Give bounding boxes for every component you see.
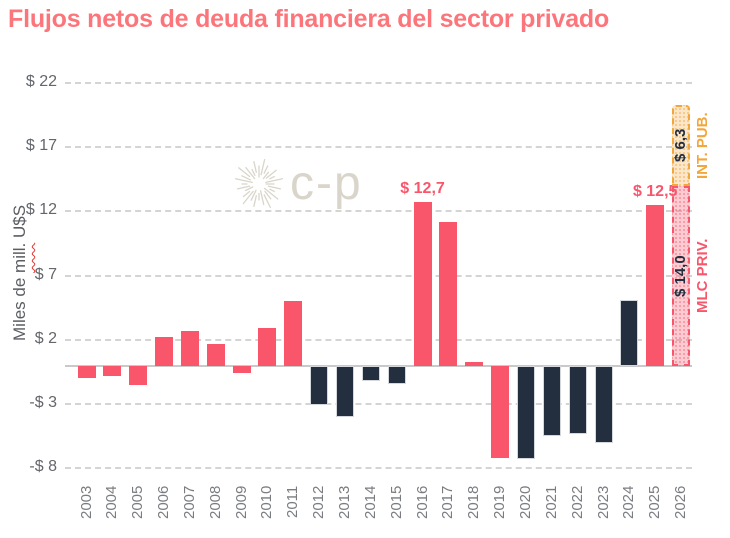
- bar-2007: [180, 330, 199, 366]
- bar-2005: [129, 365, 148, 385]
- y-tick-label-22: $ 22: [25, 72, 57, 90]
- bar-2012: [310, 365, 329, 406]
- watermark: c-p: [228, 153, 363, 215]
- bar-2026-segment-int-pub: [672, 104, 691, 186]
- bar-2026-value-int-pub: $ 6,3: [672, 128, 690, 162]
- x-tick-label-2011: 2011: [284, 485, 302, 519]
- bar-2026-series-label-int-pub: INT. PUB.: [694, 111, 712, 179]
- gridline--3: [65, 403, 692, 406]
- gridline-17: [65, 145, 692, 148]
- x-tick-label-2005: 2005: [129, 485, 147, 519]
- x-tick-label-2006: 2006: [155, 485, 173, 519]
- x-tick-label-2004: 2004: [103, 485, 121, 519]
- chart-title: Flujos netos de deuda financiera del sec…: [8, 5, 610, 33]
- bar-2015: [387, 365, 406, 384]
- bar-2022: [568, 365, 587, 434]
- bar-2009: [232, 365, 251, 374]
- bar-2017: [439, 221, 458, 366]
- bar-2008: [206, 343, 225, 366]
- bar-2016: [413, 202, 432, 366]
- gridline-22: [65, 81, 692, 84]
- y-tick-label-7: $ 7: [34, 265, 57, 283]
- bar-2020: [516, 365, 535, 460]
- x-tick-label-2014: 2014: [361, 485, 379, 519]
- bar-2011: [284, 301, 303, 366]
- x-tick-label-2022: 2022: [568, 485, 586, 519]
- gridline-12: [65, 210, 692, 213]
- x-tick-label-2007: 2007: [180, 485, 198, 519]
- bar-value-label-2025: $ 12,5: [632, 182, 678, 200]
- x-tick-label-2013: 2013: [336, 485, 353, 519]
- bar-2013: [336, 365, 354, 418]
- x-tick-label-2023: 2023: [594, 485, 612, 519]
- x-tick-label-2003: 2003: [77, 485, 95, 519]
- bar-2010: [258, 328, 277, 366]
- x-tick-label-2016: 2016: [413, 485, 431, 519]
- x-tick-label-2024: 2024: [620, 485, 638, 519]
- y-tick-label--3: -$ 3: [29, 394, 57, 412]
- bar-2026-value-mlc-priv: $ 14,0: [672, 254, 690, 297]
- bar-2004: [103, 365, 122, 376]
- bar-2024: [620, 300, 639, 366]
- bar-2025: [646, 204, 665, 366]
- bar-2014: [361, 365, 380, 382]
- x-tick-label-2009: 2009: [232, 485, 250, 519]
- bar-2026-segment-mlc-priv: [672, 185, 691, 366]
- y-tick-label-2: $ 2: [34, 329, 57, 347]
- bar-2003: [77, 365, 96, 379]
- x-tick-label-2017: 2017: [439, 485, 457, 519]
- bar-2018: [465, 361, 484, 366]
- y-tick-label-17: $ 17: [25, 136, 57, 154]
- x-tick-label-2019: 2019: [491, 485, 509, 519]
- x-tick-label-2008: 2008: [206, 485, 224, 519]
- x-tick-label-2025: 2025: [646, 485, 664, 519]
- x-tick-label-2021: 2021: [542, 485, 560, 519]
- gridline--8: [65, 467, 692, 470]
- bar-2006: [155, 337, 174, 366]
- bar-2023: [594, 365, 613, 443]
- bar-value-label-2016: $ 12,7: [400, 180, 445, 198]
- x-tick-label-2015: 2015: [387, 485, 405, 519]
- x-tick-label-2018: 2018: [465, 485, 483, 519]
- bar-2026-series-label-mlc-priv: MLC PRIV.: [694, 238, 712, 313]
- bar-2019: [491, 365, 510, 459]
- x-tick-label-2026: 2026: [672, 485, 690, 519]
- sunburst-icon: [234, 158, 284, 209]
- watermark-text: c-p: [290, 157, 363, 210]
- x-tick-label-2012: 2012: [310, 485, 328, 519]
- x-tick-label-2010: 2010: [258, 485, 276, 519]
- bar-2021: [542, 365, 561, 437]
- gridline-2: [65, 338, 692, 341]
- y-tick-label--8: -$ 8: [29, 458, 57, 476]
- gridline-7: [65, 274, 692, 277]
- x-tick-label-2020: 2020: [516, 485, 534, 519]
- y-tick-label-12: $ 12: [25, 201, 57, 219]
